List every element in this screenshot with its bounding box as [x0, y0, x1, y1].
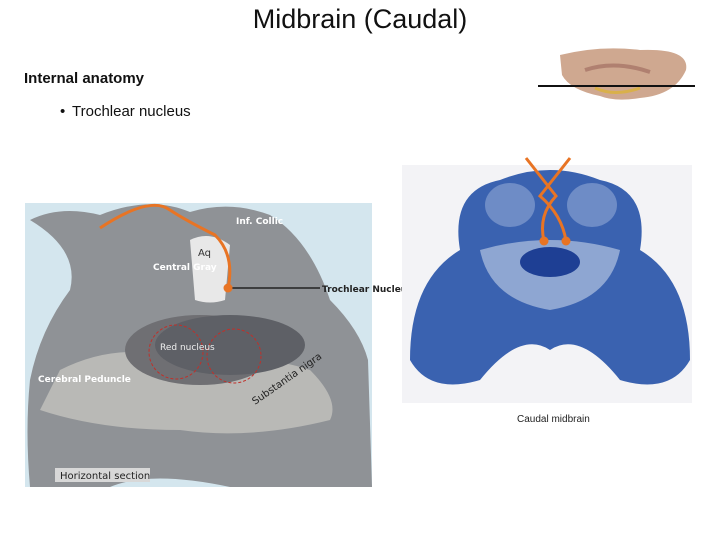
label: Trochlear Nucleus	[322, 285, 413, 295]
label: Red nucleus	[160, 343, 215, 353]
slide-title: Midbrain (Caudal)	[252, 4, 468, 34]
caption: Caudal midbrain	[517, 414, 590, 425]
heading: Internal anatomy	[24, 70, 145, 87]
label: Inf. Collic	[236, 217, 283, 227]
label: Cerebral Peduncle	[38, 375, 131, 385]
bullet: Trochlear nucleus	[72, 103, 191, 120]
label: Aq	[198, 248, 211, 259]
right-figure	[402, 157, 692, 403]
bullet-dot: •	[60, 103, 66, 120]
label: Central Gray	[153, 263, 217, 273]
caption: Horizontal section	[60, 471, 150, 482]
left-figure: Inf. Collic Aq Central Gray Trochlear Nu…	[25, 203, 413, 487]
thumbnail	[538, 48, 695, 103]
